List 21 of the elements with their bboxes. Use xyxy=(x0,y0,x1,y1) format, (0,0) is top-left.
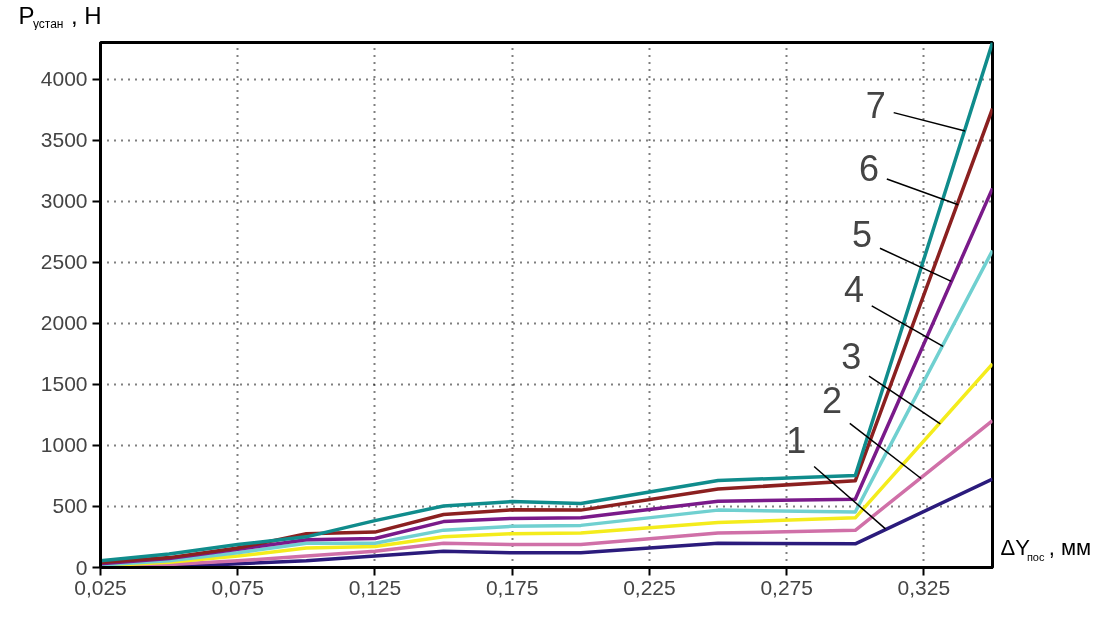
x-tick-label: 0,175 xyxy=(485,575,539,599)
x-tick-label: 0,325 xyxy=(897,575,951,599)
x-tick-label: 0,225 xyxy=(623,575,676,599)
annotation: 6 xyxy=(858,148,880,190)
y-tick-label: 3000 xyxy=(40,189,88,213)
y-tick-label: 1500 xyxy=(40,372,88,396)
annotation: 4 xyxy=(843,268,864,310)
annotation: 1 xyxy=(786,419,807,461)
annotation: 2 xyxy=(821,379,842,421)
annotation: 5 xyxy=(852,214,873,256)
y-tick-label: 3500 xyxy=(40,128,88,152)
x-tick-label: 0,075 xyxy=(211,575,265,599)
y-tick-label: 2000 xyxy=(40,311,88,335)
annotation: 7 xyxy=(865,84,886,126)
y-tick-label: 1000 xyxy=(40,433,88,457)
x-tick-label: 0,275 xyxy=(760,575,813,599)
x-tick-label: 0,125 xyxy=(348,575,402,599)
y-tick-label: 4000 xyxy=(40,67,88,91)
y-tick-label: 500 xyxy=(52,494,88,518)
annotation: 3 xyxy=(841,335,862,377)
y-tick-label: 2500 xyxy=(40,250,88,274)
